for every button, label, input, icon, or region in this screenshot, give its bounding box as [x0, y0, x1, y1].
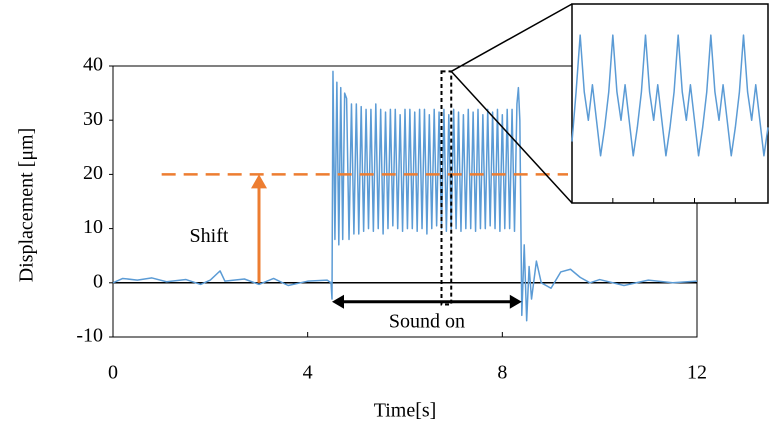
label-bg	[372, 309, 481, 334]
arrow-head	[509, 294, 522, 309]
arrow-head	[251, 174, 267, 189]
x-tick-label: 4	[303, 362, 313, 384]
x-tick-label: 0	[108, 362, 118, 384]
y-tick-label: 30	[83, 108, 103, 130]
connector	[450, 3, 573, 73]
y-tick-label: -10	[76, 325, 103, 347]
y-tick-label: 0	[93, 270, 103, 292]
x-tick-label: 12	[687, 362, 707, 384]
x-tick-label: 8	[497, 362, 507, 384]
sound-on-label: Sound on	[389, 310, 465, 332]
inset-frame	[571, 3, 769, 204]
zoom-window	[440, 70, 453, 306]
data-line	[571, 34, 769, 157]
y-tick-label: 40	[83, 54, 103, 76]
data-line	[112, 70, 698, 322]
y-tick-label: 10	[83, 216, 103, 238]
arrow-head	[332, 294, 344, 309]
y-tick-label: 20	[83, 162, 103, 184]
x-axis-title: Time[s]	[374, 400, 437, 422]
shift-label: Shift	[190, 225, 229, 247]
connector	[450, 70, 573, 204]
y-axis-title: Displacement [μm]	[16, 128, 38, 283]
